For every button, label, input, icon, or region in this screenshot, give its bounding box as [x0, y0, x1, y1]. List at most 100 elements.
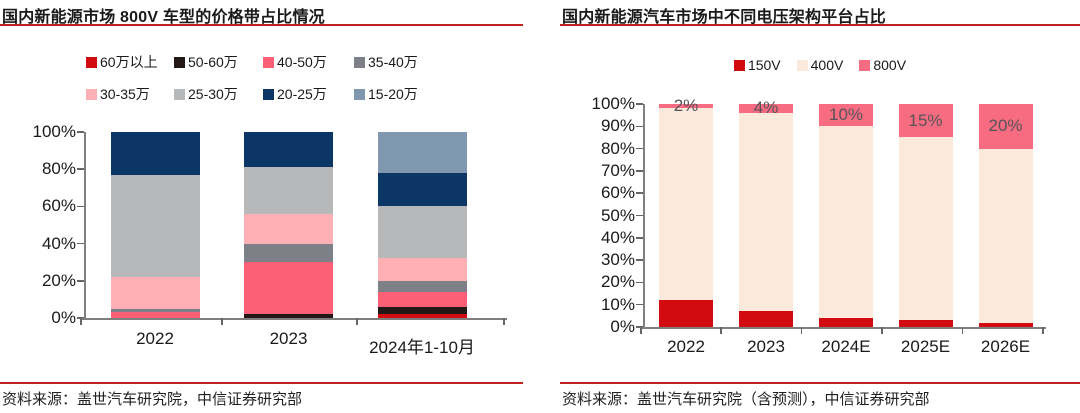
bar-segment-20-25万-2024年1-10月	[377, 172, 467, 207]
bar-segment-35-40万-2023	[244, 243, 333, 263]
y-axis-tick-label: 90%	[600, 116, 635, 136]
y-axis-tick-label: 70%	[600, 160, 635, 180]
x-axis-tick	[221, 318, 223, 325]
bar-segment-50-60万-2023	[244, 314, 333, 318]
legend-label: 60万以上	[100, 54, 158, 70]
legend-label: 150V	[747, 57, 781, 73]
data-label: 15%	[908, 110, 943, 130]
legend-swatch-icon	[174, 56, 185, 68]
y-axis-tick	[636, 103, 643, 105]
category-label-2022: 2022	[667, 337, 705, 356]
category-label-2024E: 2024E	[821, 337, 871, 356]
x-axis-tick	[356, 318, 358, 325]
legend-swatch-icon	[174, 88, 185, 100]
legend-label: 400V	[810, 57, 844, 73]
legend-item-15-20万: 15-20万	[354, 84, 444, 104]
bar-segment-25-30万-2023	[244, 167, 333, 214]
bar-segment-50-60万-2024年1-10月	[377, 306, 467, 315]
x-axis-tick	[961, 327, 964, 334]
legend-item-50-60万: 50-60万	[174, 52, 263, 72]
bar-segment-20-25万-2022	[110, 132, 200, 175]
y-axis-line	[84, 132, 86, 319]
category-label-2024年1-10月: 2024年1-10月	[369, 338, 475, 357]
category-label-2023: 2023	[747, 337, 785, 356]
category-label-2022: 2022	[136, 329, 174, 348]
y-axis-tick-label: 100%	[591, 94, 635, 113]
chart-legend: 150V 400V 800V	[560, 57, 1080, 73]
y-axis-tick-label: 80%	[41, 159, 76, 179]
x-axis-tick	[80, 318, 82, 325]
y-axis-tick-label: 0%	[51, 308, 76, 327]
y-axis-line	[643, 104, 645, 328]
y-axis-tick	[77, 280, 84, 282]
x-axis-tick	[503, 318, 505, 325]
bar-segment-25-30万-2022	[110, 174, 200, 278]
legend-label: 50-60万	[188, 54, 238, 70]
y-axis-tick-label: 80%	[600, 138, 635, 158]
chart-title: 国内新能源市场 800V 车型的价格带占比情况	[2, 9, 325, 26]
source-note: 资料来源：盖世汽车研究院（含预测），中信证券研究部	[562, 391, 930, 408]
bar-segment-150V-2025E	[898, 320, 953, 327]
chart-title: 国内新能源汽车市场中不同电压架构平台占比	[562, 9, 887, 26]
legend-swatch-icon	[263, 88, 274, 100]
y-axis-tick-label: 20%	[600, 272, 635, 292]
bar-segment-400V-2022	[659, 108, 713, 301]
y-axis-tick	[77, 131, 84, 133]
bar-segment-400V-2023	[739, 112, 793, 312]
legend-item-40-50万: 40-50万	[263, 52, 354, 72]
bar-segment-400V-2025E	[898, 137, 953, 321]
legend-item-30-35万: 30-35万	[86, 84, 174, 104]
legend-label: 15-20万	[368, 86, 418, 102]
legend-swatch-icon	[86, 56, 97, 68]
x-axis-tick	[881, 327, 883, 334]
bar-segment-400V-2024E	[819, 126, 873, 319]
panel-price-band-chart: 国内新能源市场 800V 车型的价格带占比情况 60万以上 50-60万 40-50…	[0, 0, 523, 413]
bar-segment-25-30万-2024年1-10月	[377, 206, 467, 259]
legend-swatch-icon	[796, 59, 808, 71]
chart-legend: 60万以上 50-60万 40-50万 35-40万 30-35万 25-30万 20-25…	[86, 52, 444, 104]
y-axis-tick	[77, 205, 84, 208]
bar-segment-150V-2024E	[819, 318, 873, 327]
legend-label: 35-40万	[368, 54, 418, 70]
bar-segment-800V-2025E	[898, 104, 953, 138]
y-axis-tick-label: 50%	[600, 205, 635, 225]
bar-segment-150V-2026E	[978, 322, 1033, 327]
y-axis-tick	[636, 326, 643, 328]
bar-segment-800V-2023	[739, 104, 793, 113]
y-axis-tick	[636, 237, 643, 239]
bar-segment-800V-2022	[659, 104, 713, 109]
legend-item-60万以上: 60万以上	[86, 52, 174, 72]
y-axis-tick-label: 60%	[41, 196, 76, 216]
y-axis-tick-label: 60%	[600, 183, 635, 203]
bar-segment-400V-2026E	[978, 148, 1033, 323]
y-axis-tick-label: 40%	[600, 227, 635, 247]
y-axis-tick-label: 10%	[600, 294, 635, 314]
y-axis-tick	[636, 281, 643, 284]
bar-segment-35-40万-2022	[110, 308, 200, 313]
legend-item-400V: 400V	[796, 57, 844, 73]
legend-item-150V: 150V	[733, 57, 781, 73]
legend-label: 25-30万	[188, 86, 238, 102]
title-accent-rule	[0, 24, 523, 26]
x-axis-tick	[800, 327, 803, 334]
y-axis-tick-label: 40%	[41, 233, 76, 253]
y-axis-tick	[77, 242, 84, 245]
category-label-2023: 2023	[269, 329, 308, 348]
bar-segment-150V-2023	[739, 311, 793, 327]
x-axis-tick	[1042, 327, 1044, 334]
y-axis-tick	[636, 147, 643, 150]
bar-segment-800V-2024E	[819, 104, 873, 127]
bar-segment-35-40万-2024年1-10月	[377, 280, 467, 292]
bar-segment-40-50万-2023	[244, 262, 333, 315]
legend-swatch-icon	[859, 59, 871, 71]
title-accent-rule	[560, 24, 1080, 26]
panel-voltage-platform-chart: 国内新能源汽车市场中不同电压架构平台占比 150V 400V 800V 100% 90…	[560, 0, 1080, 413]
data-label: 10%	[828, 105, 864, 125]
category-label-2025E: 2025E	[900, 337, 951, 356]
bar-segment-30-35万-2023	[244, 213, 333, 244]
data-label: 20%	[988, 116, 1023, 136]
y-axis-tick	[636, 214, 643, 217]
legend-item-35-40万: 35-40万	[354, 52, 444, 72]
bar-segment-15-20万-2024年1-10月	[377, 132, 467, 173]
